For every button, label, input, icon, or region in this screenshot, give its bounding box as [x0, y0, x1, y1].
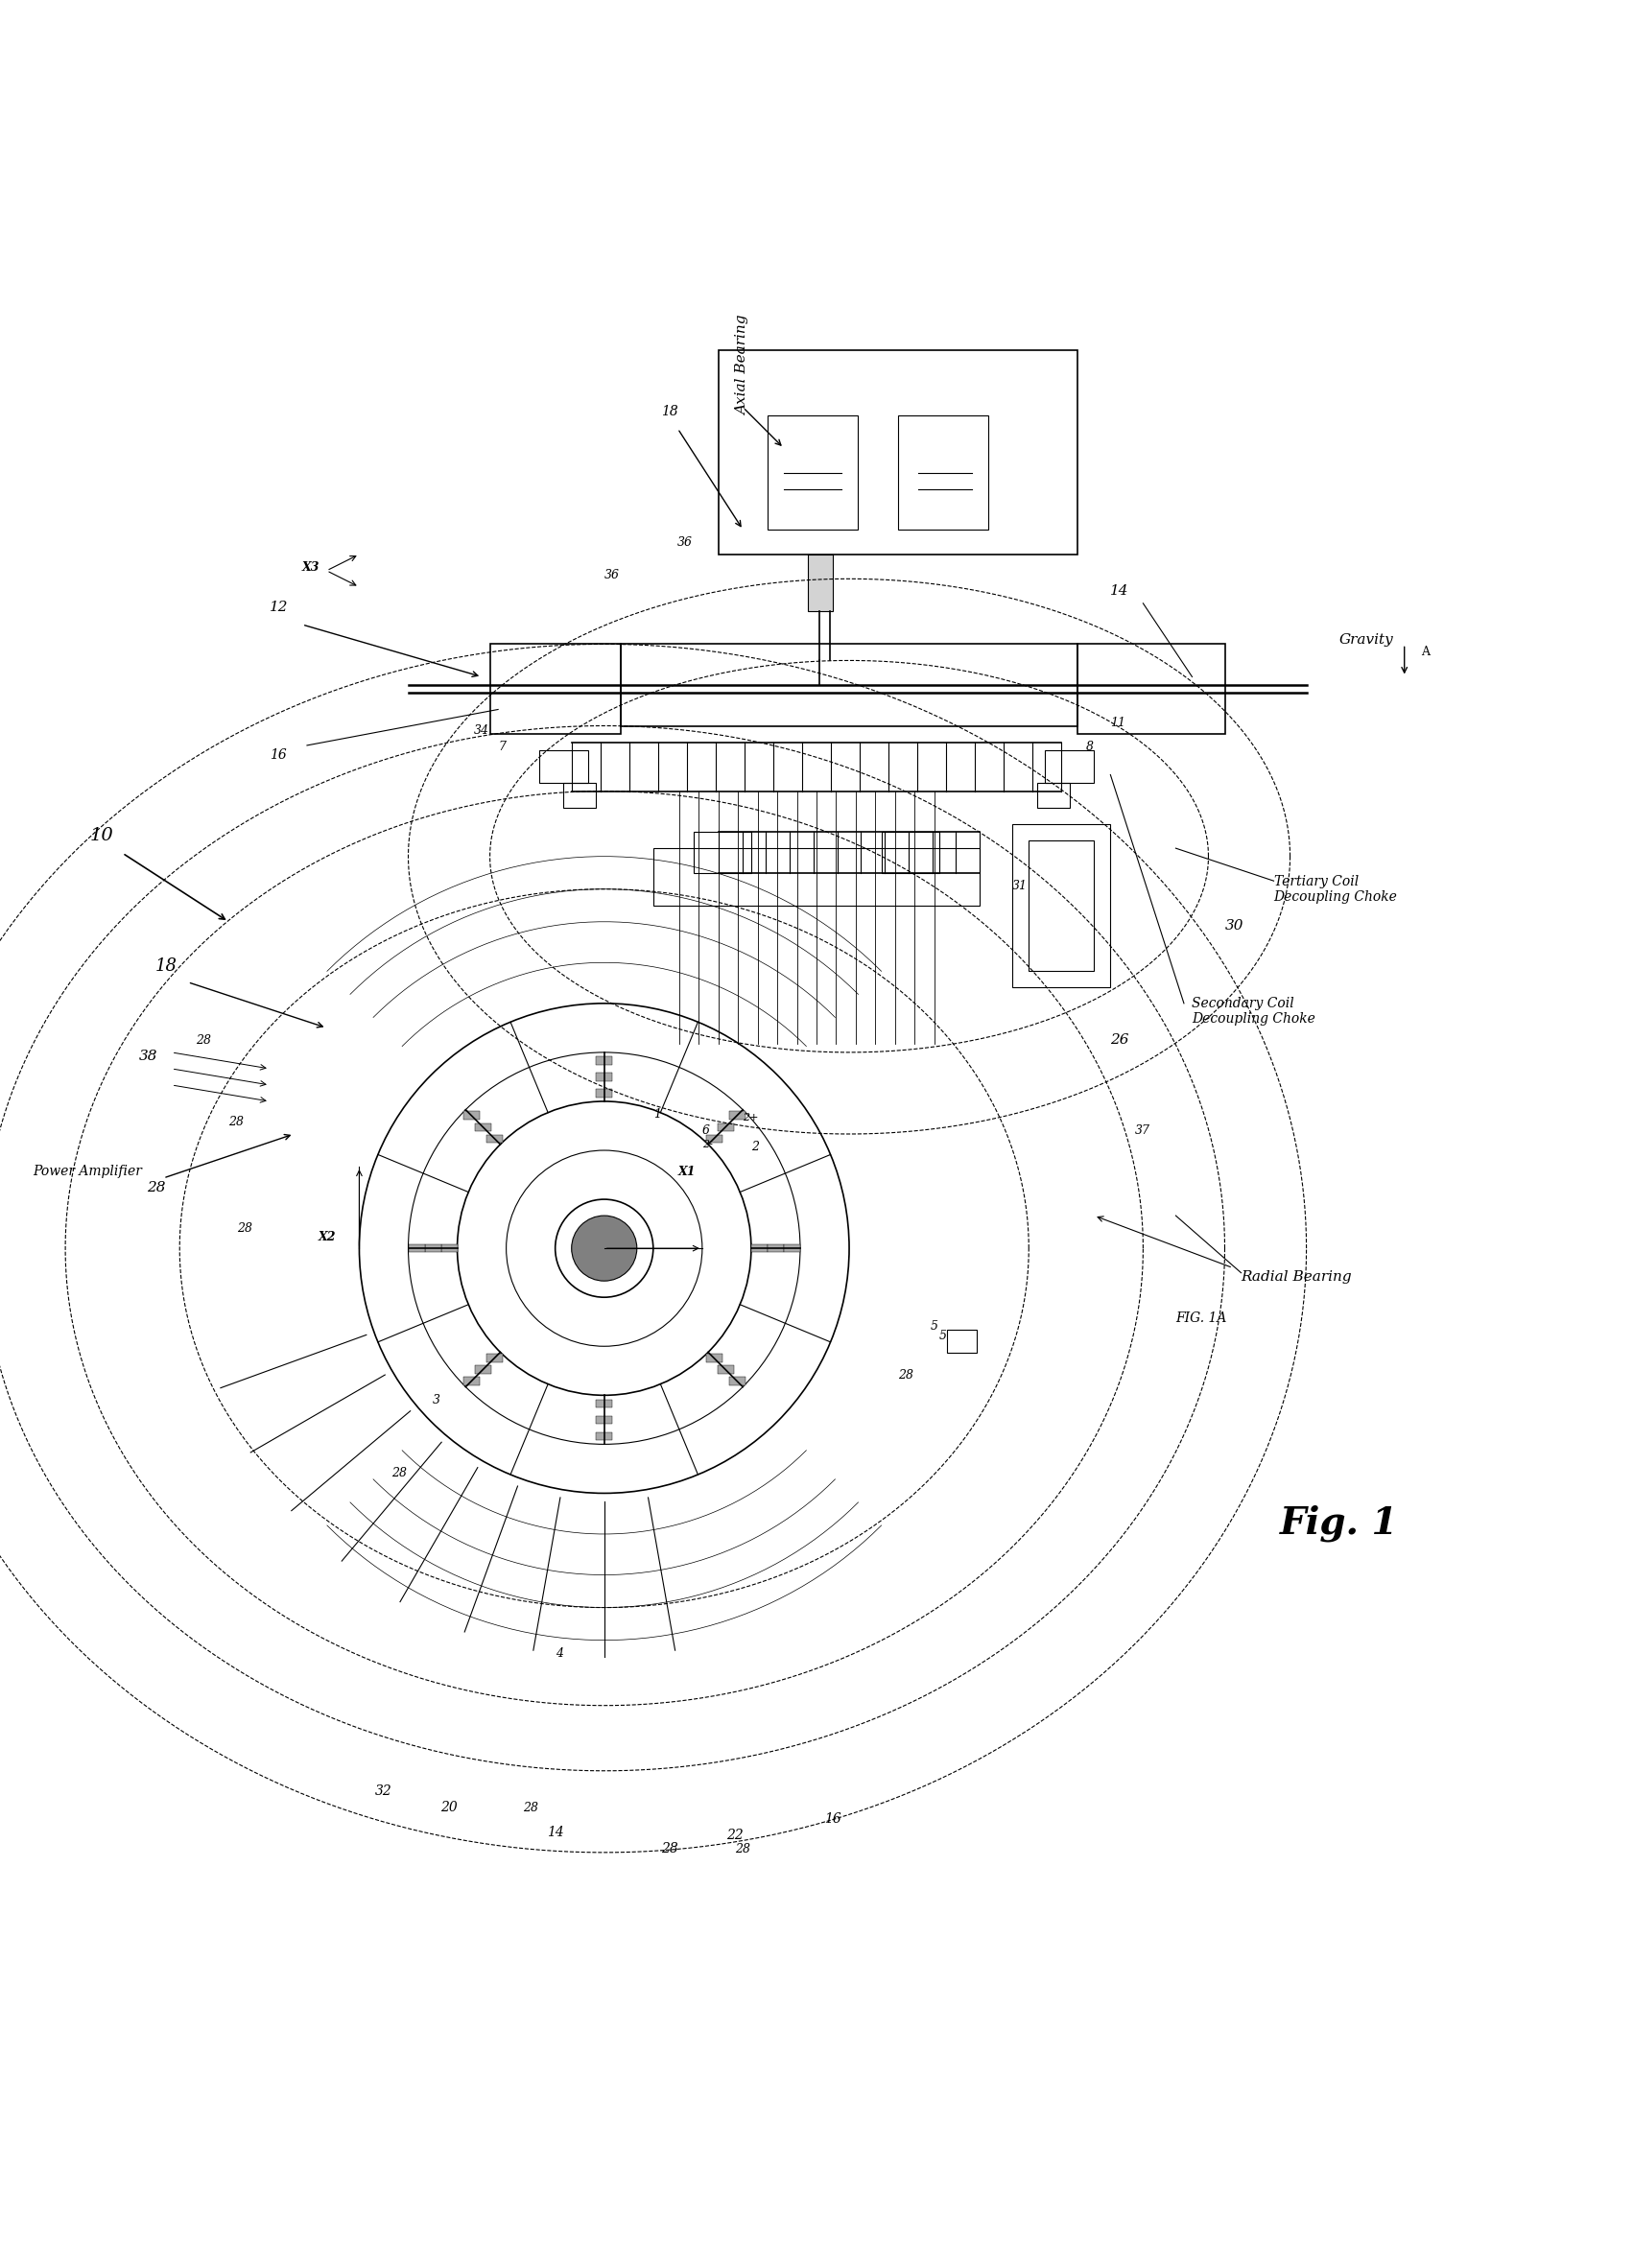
Bar — [1037, 782, 1070, 807]
Text: 38: 38 — [139, 1050, 157, 1064]
Text: 18: 18 — [661, 406, 678, 417]
Text: 28: 28 — [523, 1803, 537, 1814]
Text: 28: 28 — [196, 1034, 211, 1048]
Text: X3: X3 — [302, 560, 320, 574]
Text: 3: 3 — [433, 1395, 441, 1406]
Text: 36: 36 — [604, 569, 619, 581]
Bar — [596, 1431, 612, 1440]
Text: 8: 8 — [1086, 742, 1094, 753]
Bar — [717, 1365, 733, 1374]
Bar — [563, 782, 596, 807]
Bar — [487, 1134, 503, 1143]
Bar — [596, 1073, 612, 1082]
Circle shape — [572, 1216, 637, 1281]
Text: 30: 30 — [1225, 919, 1243, 932]
Bar — [719, 349, 1078, 553]
Text: Tertiary Coil
Decoupling Choke: Tertiary Coil Decoupling Choke — [1274, 875, 1398, 903]
Text: 16: 16 — [269, 748, 286, 762]
Bar — [425, 1245, 441, 1252]
Bar — [475, 1123, 492, 1132]
Text: 22: 22 — [727, 1828, 743, 1842]
Text: 28: 28 — [898, 1370, 913, 1381]
Text: Power Amplifier: Power Amplifier — [33, 1163, 142, 1177]
Text: 20: 20 — [441, 1801, 457, 1814]
Bar — [768, 1245, 784, 1252]
Bar — [596, 1057, 612, 1064]
Bar — [1029, 839, 1094, 971]
Text: X1: X1 — [678, 1166, 696, 1177]
Bar — [464, 1377, 480, 1386]
Bar — [705, 1134, 722, 1143]
Bar — [475, 1365, 492, 1374]
Bar — [621, 644, 1078, 726]
Text: A: A — [1421, 646, 1429, 658]
Bar — [728, 1377, 745, 1386]
Text: 37: 37 — [1135, 1125, 1150, 1136]
Text: 28: 28 — [392, 1467, 407, 1479]
Bar — [898, 415, 988, 531]
Bar — [490, 644, 621, 735]
Text: 2-: 2- — [702, 1139, 712, 1150]
Text: 34: 34 — [474, 723, 488, 737]
Bar — [768, 415, 857, 531]
Text: 14: 14 — [547, 1826, 563, 1839]
Bar — [1012, 823, 1110, 987]
Text: 5: 5 — [939, 1329, 947, 1343]
Text: 2: 2 — [751, 1141, 759, 1152]
Bar — [441, 1245, 457, 1252]
Text: 1: 1 — [653, 1109, 661, 1120]
Bar — [1078, 644, 1225, 735]
Text: 18: 18 — [155, 957, 178, 975]
Bar — [717, 1123, 733, 1132]
Bar — [808, 553, 833, 612]
Bar — [751, 1245, 768, 1252]
Bar — [784, 1245, 800, 1252]
Bar — [596, 1399, 612, 1408]
Text: 28: 28 — [237, 1222, 251, 1234]
Bar — [705, 1354, 722, 1363]
Text: 31: 31 — [1012, 880, 1027, 891]
Text: 28: 28 — [661, 1842, 678, 1855]
Text: 36: 36 — [678, 538, 692, 549]
Bar — [947, 1329, 977, 1352]
Bar — [694, 832, 751, 873]
Text: Secondary Coil
Decoupling Choke: Secondary Coil Decoupling Choke — [1192, 998, 1316, 1025]
Bar — [487, 1354, 503, 1363]
Text: Radial Bearing: Radial Bearing — [1241, 1270, 1352, 1284]
Text: 2+: 2+ — [743, 1114, 759, 1123]
Text: 16: 16 — [825, 1812, 841, 1826]
Text: 5: 5 — [931, 1320, 939, 1334]
Bar — [882, 832, 939, 873]
Text: Gravity: Gravity — [1339, 633, 1393, 646]
Bar — [653, 848, 980, 905]
Bar — [596, 1089, 612, 1098]
Text: 28: 28 — [229, 1116, 243, 1129]
Text: 10: 10 — [90, 826, 114, 844]
Text: 28: 28 — [147, 1182, 165, 1193]
Text: 7: 7 — [498, 742, 506, 753]
Text: 14: 14 — [1110, 585, 1128, 599]
Text: 12: 12 — [269, 601, 287, 615]
Text: 26: 26 — [1110, 1034, 1128, 1048]
Text: Axial Bearing: Axial Bearing — [736, 315, 750, 415]
Text: 4: 4 — [555, 1647, 563, 1660]
Text: 32: 32 — [376, 1785, 392, 1799]
Text: Fig. 1: Fig. 1 — [1280, 1506, 1398, 1542]
Text: FIG. 1A: FIG. 1A — [1176, 1311, 1226, 1325]
Text: 28: 28 — [735, 1844, 750, 1855]
Bar — [408, 1245, 425, 1252]
Bar — [728, 1111, 745, 1120]
Bar — [539, 751, 588, 782]
Text: 6: 6 — [702, 1125, 710, 1136]
Bar — [464, 1111, 480, 1120]
Bar — [596, 1415, 612, 1424]
Text: 11: 11 — [1110, 717, 1125, 728]
Text: X2: X2 — [318, 1232, 336, 1243]
Bar — [1045, 751, 1094, 782]
